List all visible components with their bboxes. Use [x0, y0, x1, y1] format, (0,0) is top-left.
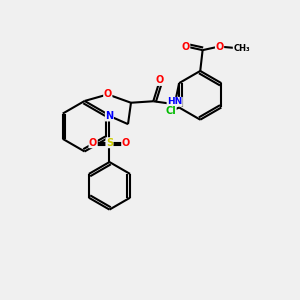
Text: CH₃: CH₃ — [233, 44, 250, 52]
Text: N: N — [105, 111, 113, 121]
Text: Cl: Cl — [165, 106, 176, 116]
Text: O: O — [182, 42, 190, 52]
Text: HN: HN — [167, 98, 182, 106]
Text: O: O — [89, 138, 97, 148]
Text: O: O — [104, 89, 112, 99]
Text: O: O — [215, 42, 224, 52]
Text: S: S — [106, 138, 113, 148]
Text: O: O — [156, 76, 164, 85]
Text: O: O — [122, 138, 130, 148]
